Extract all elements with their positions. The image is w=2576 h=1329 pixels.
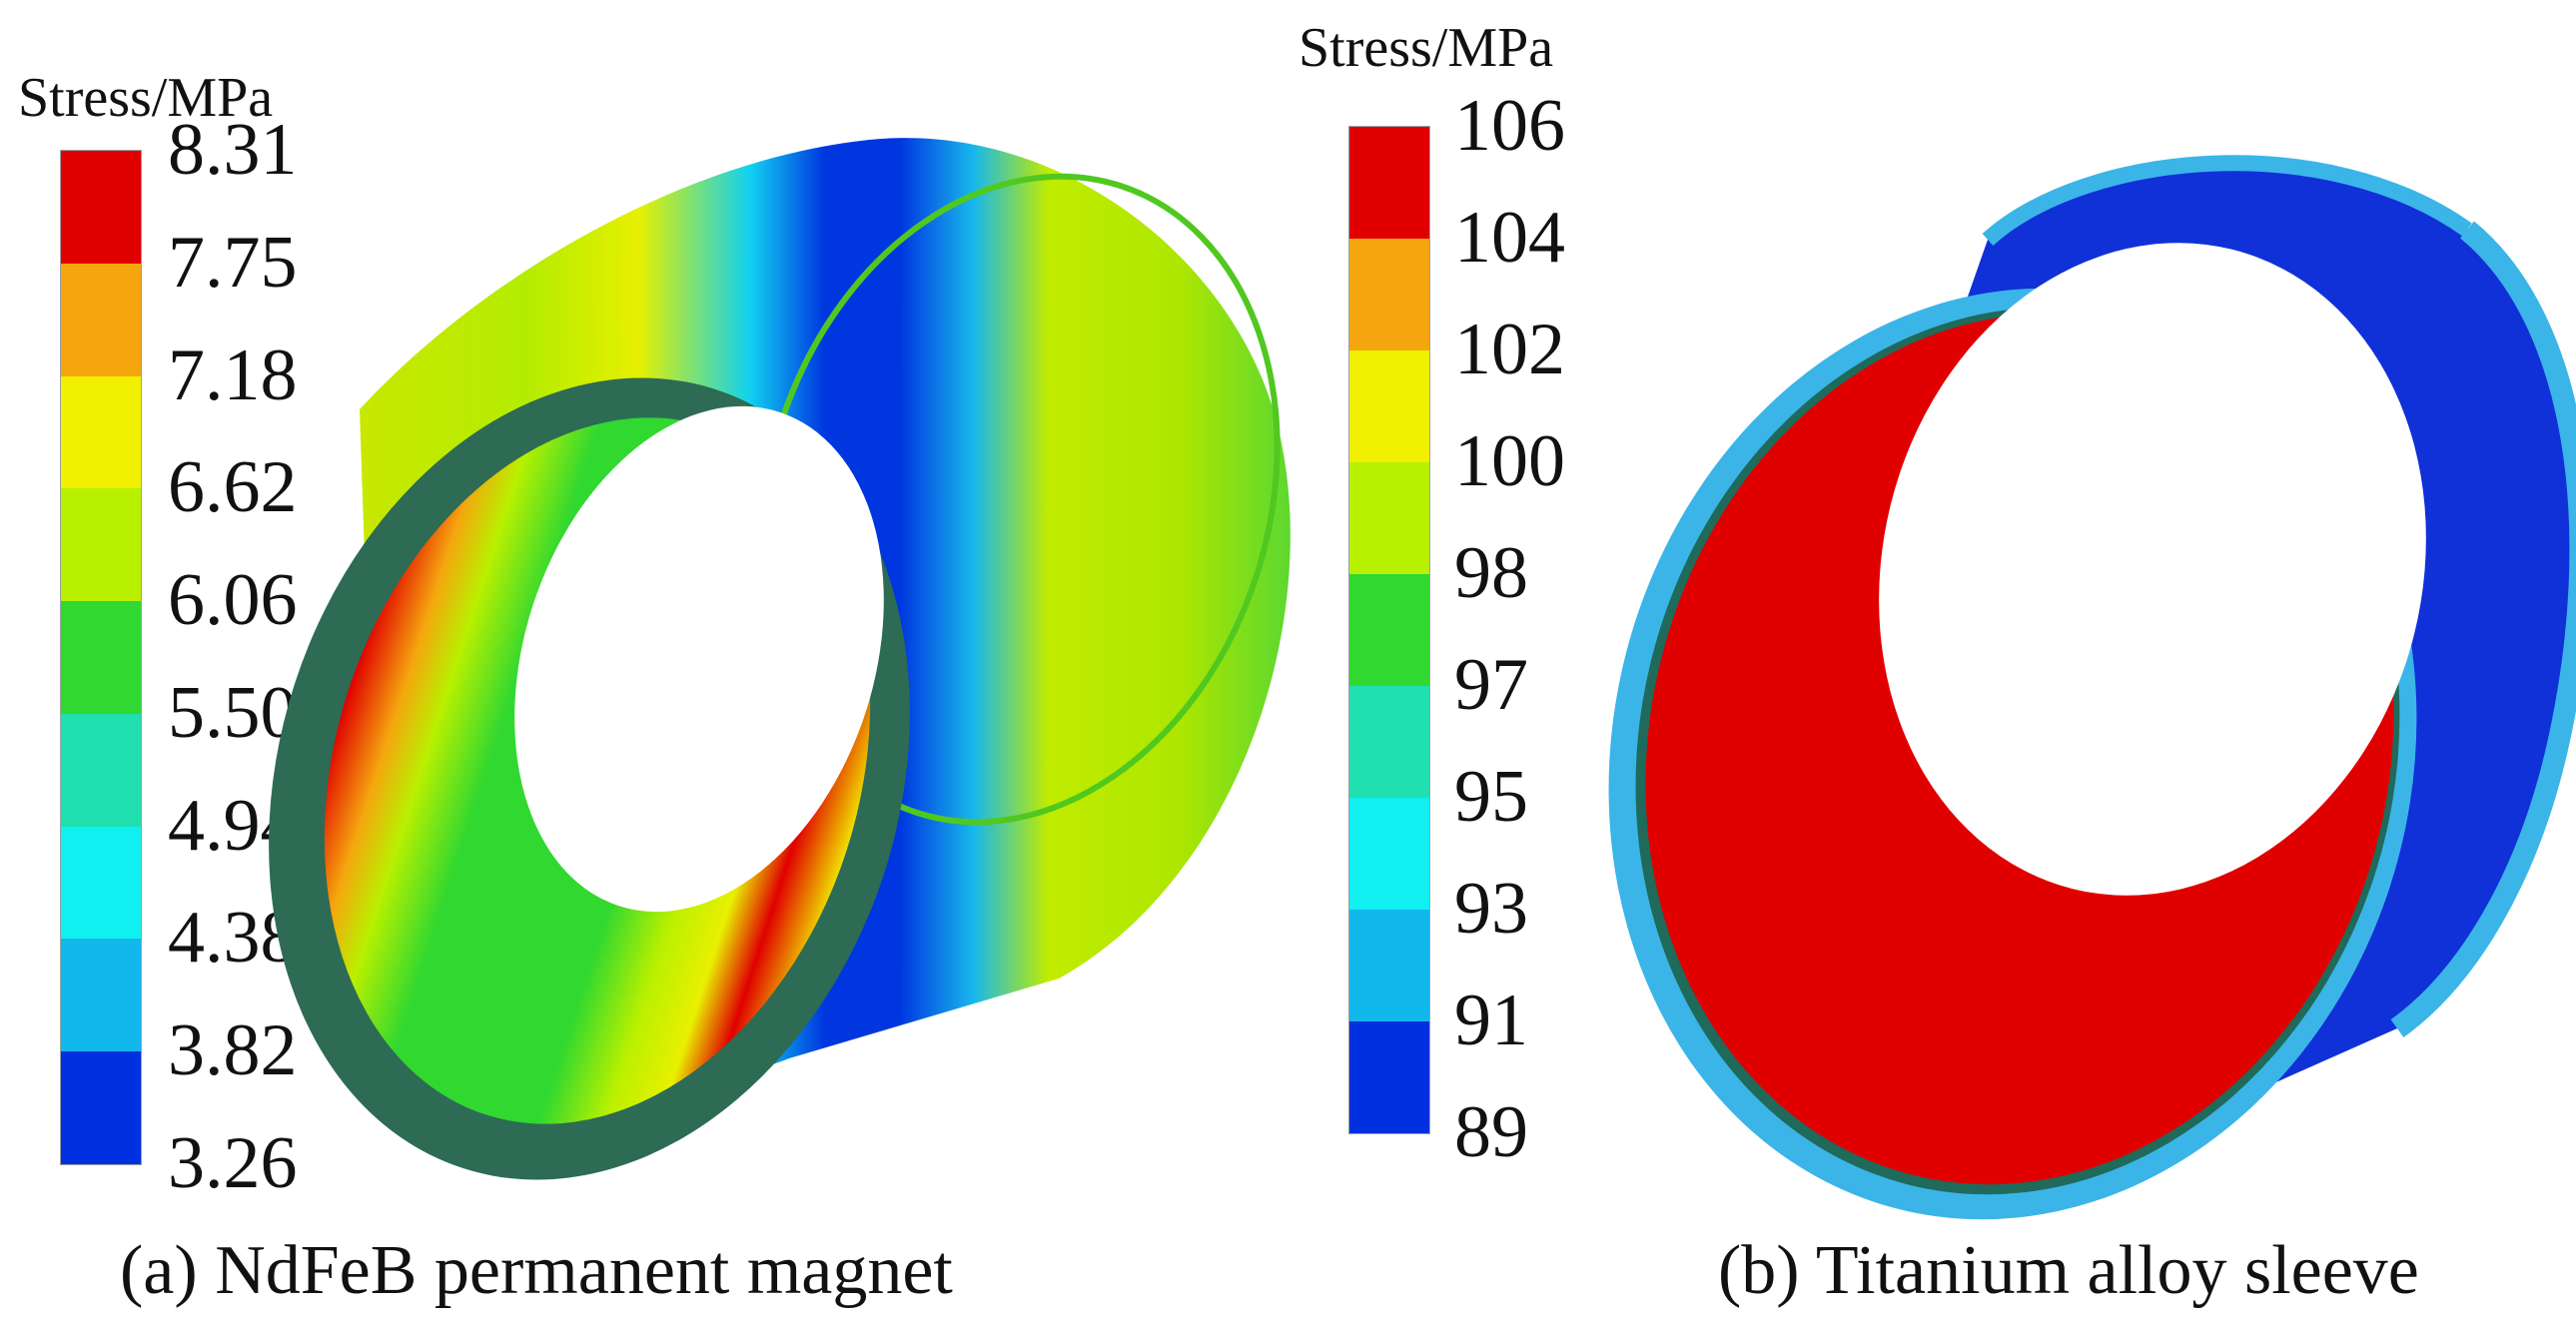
- legend-tick-b-3: 100: [1454, 420, 1565, 502]
- legend-tick-a-0: 8.31: [168, 109, 298, 191]
- legend-tick-b-2: 102: [1454, 309, 1565, 390]
- legend-tick-a-9: 3.26: [168, 1122, 298, 1204]
- legend-band-b-6: [1349, 798, 1429, 910]
- legend-band-b-2: [1349, 350, 1429, 462]
- legend-tick-b-4: 98: [1454, 532, 1528, 614]
- legend-band-a-8: [61, 1051, 141, 1164]
- legend-band-b-3: [1349, 462, 1429, 574]
- legend-band-b-5: [1349, 686, 1429, 798]
- legend-tick-a-4: 6.06: [168, 559, 298, 642]
- color-legend-b: [1348, 126, 1430, 1134]
- caption-a: (a) NdFeB permanent magnet: [120, 1232, 953, 1309]
- legend-band-a-7: [61, 939, 141, 1052]
- legend-tick-b-6: 95: [1454, 756, 1528, 838]
- legend-tick-a-5: 5.50: [168, 671, 298, 754]
- legend-tick-b-1: 104: [1454, 197, 1565, 279]
- caption-b: (b) Titanium alloy sleeve: [1718, 1232, 2419, 1309]
- legend-title-b: Stress/MPa: [1298, 17, 1554, 79]
- legend-band-a-5: [61, 713, 141, 827]
- legend-band-a-6: [61, 826, 141, 940]
- legend-band-a-3: [61, 488, 141, 602]
- color-legend-a: [60, 150, 142, 1165]
- legend-band-a-4: [61, 601, 141, 714]
- legend-tick-a-3: 6.62: [168, 446, 298, 529]
- legend-tick-b-5: 97: [1454, 644, 1528, 726]
- legend-band-b-7: [1349, 910, 1429, 1021]
- panel-b: Stress/MPa 106 104 102 100 98 97 95 93 91 89 (b) …: [1298, 0, 2576, 1329]
- legend-band-a-1: [61, 263, 141, 376]
- legend-tick-b-8: 91: [1454, 980, 1528, 1061]
- legend-tick-a-8: 3.82: [168, 1009, 298, 1092]
- legend-band-b-4: [1349, 574, 1429, 686]
- legend-band-b-8: [1349, 1021, 1429, 1133]
- legend-band-b-1: [1349, 239, 1429, 350]
- legend-band-a-0: [61, 151, 141, 264]
- titanium-sleeve-figure: [1608, 155, 2576, 1220]
- legend-band-a-2: [61, 375, 141, 489]
- magnet-ring-figure: [269, 138, 1290, 1180]
- legend-band-b-0: [1349, 127, 1429, 239]
- legend-tick-b-0: 106: [1454, 85, 1565, 167]
- legend-tick-a-1: 7.75: [168, 221, 298, 304]
- legend-tick-a-2: 7.18: [168, 333, 298, 416]
- legend-tick-b-7: 93: [1454, 868, 1528, 950]
- panel-a: Stress/MPa 8.31 7.75 7.18 6.62 6.06 5.50 4.94 4…: [18, 67, 1290, 1309]
- legend-tick-b-9: 89: [1454, 1091, 1528, 1173]
- legend-title-a: Stress/MPa: [18, 67, 274, 129]
